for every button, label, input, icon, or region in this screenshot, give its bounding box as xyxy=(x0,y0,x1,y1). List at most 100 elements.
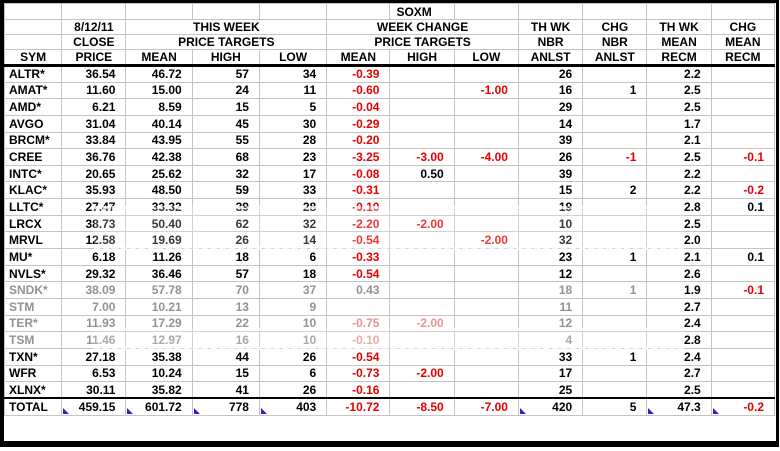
cell-high[interactable]: 22 xyxy=(191,314,260,333)
cell-chg_nbr[interactable]: -1 xyxy=(582,148,648,166)
cell-chg_nbr[interactable] xyxy=(582,164,648,183)
cell-chg_recm[interactable] xyxy=(710,214,776,233)
cell-high[interactable]: 32 xyxy=(191,164,260,183)
cell-close[interactable]: 27.47 xyxy=(61,198,127,216)
cell-mean[interactable]: 33.32 xyxy=(125,198,193,216)
cell-sym[interactable]: NVLS* xyxy=(4,264,63,283)
header-cell-blank[interactable] xyxy=(4,34,63,50)
cell-chg_recm[interactable] xyxy=(710,264,776,283)
cell-low_chg[interactable]: -2.00 xyxy=(453,231,519,250)
cell-mean_chg[interactable]: 0.43 xyxy=(326,281,391,299)
cell-chg_nbr[interactable] xyxy=(582,364,648,383)
total-cell-recm[interactable]: 47.3 xyxy=(646,397,712,416)
cell-close[interactable]: 12.58 xyxy=(61,231,127,250)
cell-chg_recm[interactable] xyxy=(710,231,776,250)
cell-high_chg[interactable] xyxy=(389,264,455,283)
cell-mean[interactable]: 35.38 xyxy=(125,347,193,366)
cell-mean[interactable]: 19.69 xyxy=(125,231,193,250)
cell-low[interactable]: 18 xyxy=(258,264,328,283)
cell-low[interactable]: 28 xyxy=(258,131,328,150)
header-cell-sym[interactable]: SYM xyxy=(4,49,63,67)
cell-high[interactable]: 55 xyxy=(191,131,260,150)
cell-close[interactable]: 29.32 xyxy=(61,264,127,283)
cell-high_chg[interactable] xyxy=(389,198,455,216)
cell-mean_chg[interactable]: -0.10 xyxy=(326,331,391,349)
cell-mean[interactable]: 46.72 xyxy=(125,65,193,83)
cell-high[interactable]: 16 xyxy=(191,331,260,349)
cell-chg_nbr[interactable] xyxy=(582,331,648,349)
cell-recm[interactable]: 2.1 xyxy=(646,131,712,150)
cell-high[interactable]: 24 xyxy=(191,81,260,100)
cell-close[interactable]: 27.18 xyxy=(61,347,127,366)
header-cell-mean-chg[interactable]: MEAN xyxy=(326,49,391,67)
cell-high[interactable]: 26 xyxy=(191,231,260,250)
cell-low_chg[interactable] xyxy=(453,214,519,233)
cell-high_chg[interactable] xyxy=(389,81,455,100)
cell-anlst[interactable]: 19 xyxy=(517,198,584,216)
cell-recm[interactable]: 2.7 xyxy=(646,364,712,383)
cell-low[interactable]: 5 xyxy=(258,98,328,116)
cell-recm[interactable]: 2.2 xyxy=(646,65,712,83)
cell-mean[interactable]: 17.29 xyxy=(125,314,193,333)
cell-mean[interactable]: 10.24 xyxy=(125,364,193,383)
total-cell-sym[interactable]: TOTAL xyxy=(4,397,63,416)
cell-high[interactable]: 59 xyxy=(191,181,260,200)
cell-mean[interactable]: 8.59 xyxy=(125,98,193,116)
cell-chg_recm[interactable] xyxy=(710,81,776,100)
cell-high_chg[interactable] xyxy=(389,114,455,133)
cell-mean_chg[interactable]: -0.10 xyxy=(326,198,391,216)
cell-mean[interactable]: 57.78 xyxy=(125,281,193,299)
cell-anlst[interactable]: 39 xyxy=(517,131,584,150)
total-cell-mean_chg[interactable]: -10.72 xyxy=(326,397,391,416)
cell-low[interactable]: 28 xyxy=(258,198,328,216)
total-cell-high[interactable]: 778 xyxy=(191,397,260,416)
cell-mean_chg[interactable]: -0.20 xyxy=(326,131,391,150)
cell-high_chg[interactable] xyxy=(389,381,455,399)
cell-mean_chg[interactable]: -0.54 xyxy=(326,231,391,250)
cell-sym[interactable]: TER* xyxy=(4,314,63,333)
cell-low_chg[interactable] xyxy=(453,364,519,383)
cell-chg_recm[interactable] xyxy=(710,98,776,116)
cell-mean[interactable]: 11.26 xyxy=(125,248,193,266)
cell-chg_recm[interactable] xyxy=(710,164,776,183)
header-cell-low[interactable]: LOW xyxy=(258,49,328,67)
cell-chg_recm[interactable]: 0.1 xyxy=(710,248,776,266)
cell-chg_recm[interactable]: -0.2 xyxy=(710,181,776,200)
cell-low[interactable]: 33 xyxy=(258,181,328,200)
cell-recm[interactable]: 2.7 xyxy=(646,297,712,316)
cell-anlst[interactable]: 12 xyxy=(517,314,584,333)
cell-chg_nbr[interactable] xyxy=(582,314,648,333)
cell-high_chg[interactable]: 0.50 xyxy=(389,164,455,183)
cell-anlst[interactable]: 12 xyxy=(517,264,584,283)
cell-chg_recm[interactable] xyxy=(710,65,776,83)
cell-anlst[interactable]: 17 xyxy=(517,364,584,383)
header-cell-nbr-2[interactable]: NBR xyxy=(582,34,648,50)
cell-chg_recm[interactable] xyxy=(710,381,776,399)
cell-mean[interactable]: 10.21 xyxy=(125,297,193,316)
cell-anlst[interactable]: 25 xyxy=(517,381,584,399)
cell-sym[interactable]: AMAT* xyxy=(4,81,63,100)
header-cell-blank[interactable] xyxy=(191,3,260,20)
header-cell-week-change[interactable]: WEEK CHANGE xyxy=(326,19,519,35)
cell-anlst[interactable]: 16 xyxy=(517,81,584,100)
header-cell-price[interactable]: PRICE xyxy=(61,49,127,67)
cell-high_chg[interactable] xyxy=(389,98,455,116)
cell-chg_recm[interactable] xyxy=(710,331,776,349)
cell-close[interactable]: 38.09 xyxy=(61,281,127,299)
cell-low_chg[interactable] xyxy=(453,314,519,333)
cell-close[interactable]: 11.93 xyxy=(61,314,127,333)
cell-low_chg[interactable] xyxy=(453,297,519,316)
cell-anlst[interactable]: 11 xyxy=(517,297,584,316)
cell-high_chg[interactable]: -3.00 xyxy=(389,148,455,166)
total-cell-high_chg[interactable]: -8.50 xyxy=(389,397,455,416)
header-cell-th-wk-mean[interactable]: TH WK xyxy=(646,19,712,35)
cell-mean_chg[interactable]: -0.31 xyxy=(326,181,391,200)
header-cell-this-week[interactable]: THIS WEEK xyxy=(125,19,328,35)
cell-low_chg[interactable] xyxy=(453,331,519,349)
cell-low[interactable]: 23 xyxy=(258,148,328,166)
cell-low_chg[interactable]: -4.00 xyxy=(453,148,519,166)
cell-high[interactable]: 57 xyxy=(191,65,260,83)
cell-mean[interactable]: 40.14 xyxy=(125,114,193,133)
cell-mean_chg[interactable]: -0.39 xyxy=(326,65,391,83)
cell-low_chg[interactable] xyxy=(453,381,519,399)
